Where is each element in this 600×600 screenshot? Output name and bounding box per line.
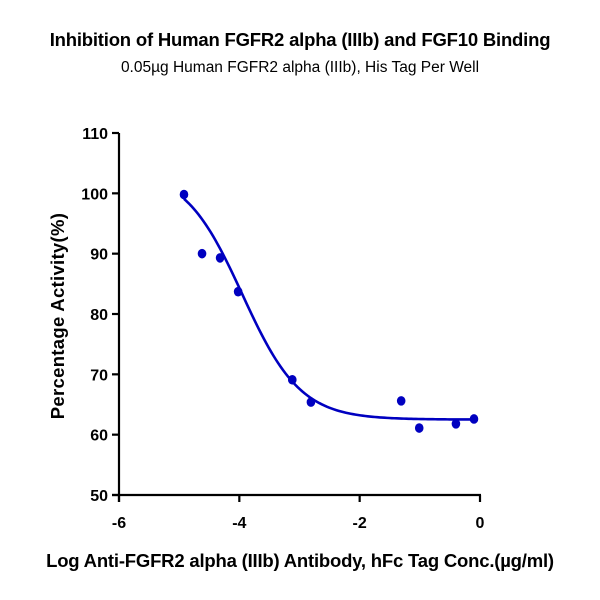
x-tick-label: -6: [112, 515, 126, 532]
chart-title: Inhibition of Human FGFR2 alpha (IIIb) a…: [49, 29, 551, 50]
fit-curve: [183, 197, 474, 421]
data-point: [215, 253, 225, 263]
y-tick-label: 60: [90, 428, 108, 445]
data-point: [396, 396, 406, 406]
data-point: [233, 286, 243, 297]
x-tick-label: -2: [353, 515, 367, 532]
data-point: [469, 414, 479, 424]
data-point: [197, 248, 207, 259]
x-axis-label: Log Anti-FGFR2 alpha (IIIb) Antibody, hF…: [46, 550, 554, 571]
y-tick-label: 100: [81, 186, 108, 203]
data-point: [179, 189, 189, 200]
x-tick-label: 0: [476, 515, 485, 532]
data-point: [451, 419, 461, 429]
y-tick-label: 70: [90, 367, 108, 384]
data-points: [179, 189, 479, 433]
chart-subtitle: 0.05µg Human FGFR2 alpha (IIIb), His Tag…: [120, 59, 480, 76]
axes: 50 60 70 80 90 100 110 -6 -4 -2 0: [81, 126, 484, 532]
y-tick-label: 110: [82, 126, 108, 143]
y-tick-label: 80: [90, 307, 108, 324]
y-tick-label: 50: [90, 488, 108, 505]
y-tick-label: 90: [90, 247, 108, 264]
y-axis-label: Percentage Activity(%): [47, 212, 68, 420]
data-point: [414, 423, 424, 433]
x-tick-label: -4: [232, 515, 246, 532]
fit-curve-path: [183, 197, 474, 421]
data-point: [287, 374, 297, 385]
data-point: [306, 397, 316, 407]
